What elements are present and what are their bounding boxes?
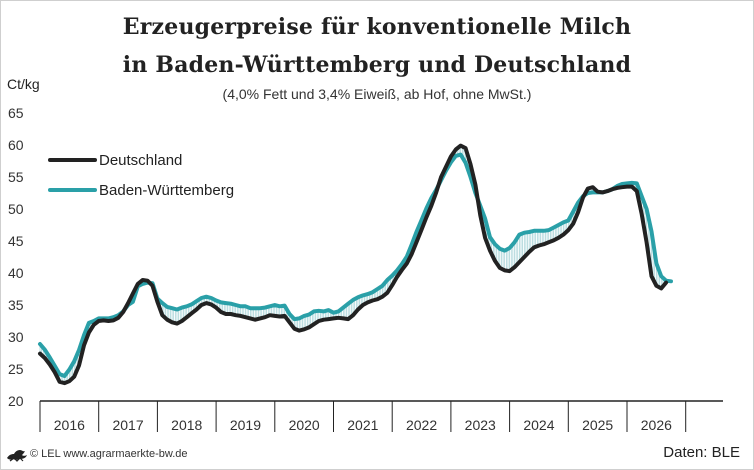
data-source: Daten: BLE bbox=[663, 444, 740, 461]
y-axis-label: Ct/kg bbox=[7, 76, 40, 92]
chart-title-line2: in Baden-Württemberg und Deutschland bbox=[122, 52, 632, 78]
x-tick-label: 2017 bbox=[112, 417, 143, 433]
y-tick-label: 35 bbox=[8, 297, 24, 313]
chart-subtitle: (4,0% Fett und 3,4% Eiweiß, ab Hof, ohne… bbox=[222, 86, 532, 102]
y-tick-label: 20 bbox=[8, 393, 24, 409]
x-tick-label: 2016 bbox=[54, 417, 85, 433]
x-tick-label: 2018 bbox=[171, 417, 202, 433]
y-tick-label: 65 bbox=[8, 105, 24, 121]
x-tick-label: 2022 bbox=[406, 417, 437, 433]
legend: Deutschland Baden-Württemberg bbox=[48, 152, 234, 199]
y-tick-label: 60 bbox=[8, 137, 24, 153]
x-tick-label: 2024 bbox=[523, 417, 554, 433]
series-line-deutschland bbox=[38, 143, 669, 386]
chart-title: Erzeugerpreise für konventionelle Milch bbox=[122, 14, 632, 40]
x-tick-label: 2023 bbox=[465, 417, 496, 433]
series-lines bbox=[38, 143, 673, 386]
legend-label-deutschland: Deutschland bbox=[99, 152, 182, 169]
y-tick-label: 40 bbox=[8, 265, 24, 281]
x-tick-label: 2020 bbox=[289, 417, 320, 433]
series-line-baden-wuerttemberg bbox=[38, 152, 673, 378]
y-tick-label: 50 bbox=[8, 201, 24, 217]
x-tick-label: 2026 bbox=[641, 417, 672, 433]
y-tick-label: 25 bbox=[8, 361, 24, 377]
x-tick-label: 2019 bbox=[230, 417, 261, 433]
y-tick-label: 30 bbox=[8, 329, 24, 345]
y-tick-label: 45 bbox=[8, 233, 24, 249]
baden-wuerttemberg-lion-logo bbox=[7, 450, 27, 462]
x-tick-label: 2025 bbox=[582, 417, 613, 433]
legend-label-baden-wuerttemberg: Baden-Württemberg bbox=[99, 182, 234, 199]
copyright-note: © LEL www.agrarmaerkte-bw.de bbox=[30, 448, 188, 460]
x-tick-label: 2021 bbox=[347, 417, 378, 433]
y-tick-label: 55 bbox=[8, 169, 24, 185]
